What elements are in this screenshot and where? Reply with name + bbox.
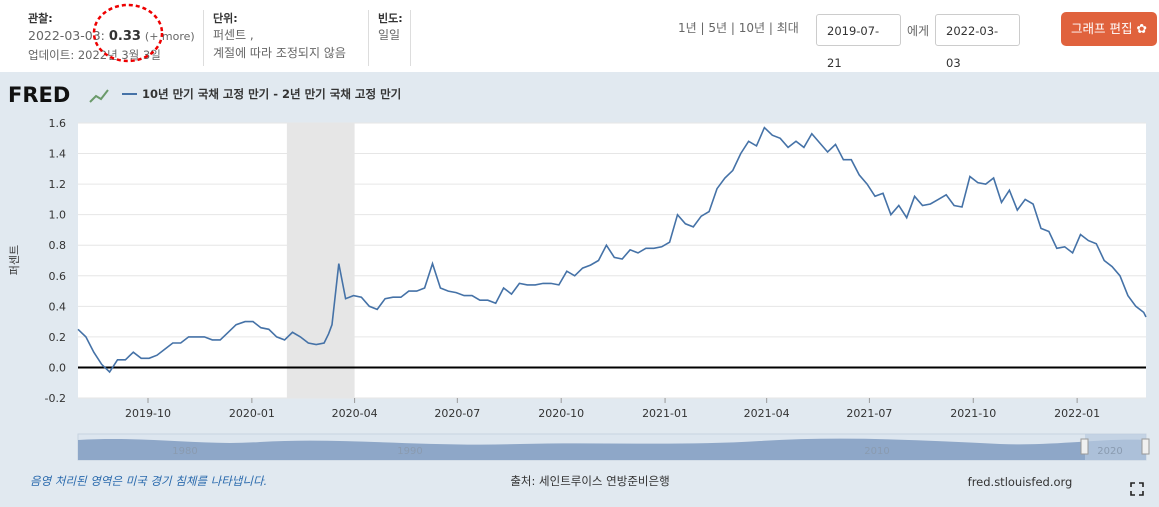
range-button[interactable]: 1년: [678, 21, 697, 35]
x-tick-label: 2020-07: [434, 407, 480, 420]
navigator-label: 1980: [172, 446, 197, 457]
x-tick-label: 2022-01: [1054, 407, 1100, 420]
fred-logo: FRED: [8, 83, 70, 107]
obs-label: 관찰:: [28, 12, 53, 25]
recession-shade: [286, 123, 355, 398]
x-tick-label: 2021-01: [642, 407, 688, 420]
range-button[interactable]: 10년: [738, 21, 766, 35]
edit-label[interactable]: 그래프 편집: [1071, 21, 1133, 36]
y-tick-label: 1.2: [49, 178, 67, 191]
to: 에게: [907, 24, 930, 38]
y-tick-label: 0.0: [49, 361, 67, 374]
range-buttons: 1년 | 5년 | 10년 | 최대: [678, 19, 799, 36]
y-tick-label: 1.4: [49, 148, 67, 161]
navigator-label: 2020: [1097, 446, 1122, 457]
range-sep: |: [727, 21, 739, 35]
y-tick-label: 0.2: [49, 331, 67, 344]
plot-area: [78, 123, 1146, 398]
y-tick-label: -0.2: [45, 392, 66, 405]
y-axis-label: 퍼센트: [8, 245, 21, 275]
range-button[interactable]: 최대: [776, 21, 799, 35]
navigator-label: 1990: [397, 446, 422, 457]
separator: [410, 10, 411, 66]
start-date[interactable]: 2019-07-21: [816, 14, 901, 70]
y-tick-label: 0.4: [49, 300, 67, 313]
legend-label: 10년 만기 국채 고정 만기 - 2년 만기 국채 고정 만기: [142, 87, 401, 101]
x-tick-label: 2021-04: [744, 407, 790, 420]
end-date[interactable]: 2022-03-03: [935, 14, 1020, 70]
site-url[interactable]: fred.stlouisfed.org: [968, 475, 1073, 489]
obs: 2022-03-03: 0.33 (+ more): [28, 28, 195, 44]
y-tick-label: 0.6: [49, 270, 67, 283]
range-button[interactable]: 5년: [708, 21, 728, 35]
range-sep: |: [765, 21, 777, 35]
freq-label: 빈도:: [378, 12, 403, 25]
separator: [203, 10, 204, 66]
obs-value: 0.33: [108, 29, 141, 44]
range-sep: |: [696, 21, 709, 35]
units: 퍼센트 ,: [213, 28, 254, 42]
navigator: [77, 433, 1150, 461]
x-tick-label: 2020-04: [332, 407, 378, 420]
edit-graph-button[interactable]: 그래프 편집 ✿: [1061, 12, 1157, 46]
fullscreen-icon[interactable]: [1130, 482, 1144, 496]
recession-note: 음영 처리된 영역은 미국 경기 침체를 나타냅니다.: [30, 474, 267, 488]
separator: [368, 10, 369, 66]
obs-date: 2022-03-03:: [28, 28, 105, 43]
freq: 일일: [378, 28, 401, 42]
logo-icon: [89, 89, 109, 103]
x-tick-label: 2021-10: [950, 407, 996, 420]
y-tick-label: 1.6: [49, 117, 67, 130]
x-tick-label: 2020-10: [538, 407, 584, 420]
series-line: [77, 126, 1147, 374]
x-tick-label: 2019-10: [125, 407, 171, 420]
highlight-circle: [92, 3, 164, 63]
y-tick-label: 1.0: [49, 209, 67, 222]
units-adjust: 계절에 따라 조정되지 않음: [213, 46, 346, 60]
x-tick-label: 2020-01: [229, 407, 275, 420]
navigator-label: 2010: [864, 446, 889, 457]
units-label: 단위:: [213, 12, 238, 25]
y-tick-label: 0.8: [49, 239, 67, 252]
source: 출처: 세인트루이스 연방준비은행: [510, 474, 669, 488]
updated: 업데이트: 2022년 3월 3일: [28, 48, 161, 62]
obs-more[interactable]: (+ more): [144, 30, 195, 43]
x-tick-label: 2021-07: [846, 407, 892, 420]
